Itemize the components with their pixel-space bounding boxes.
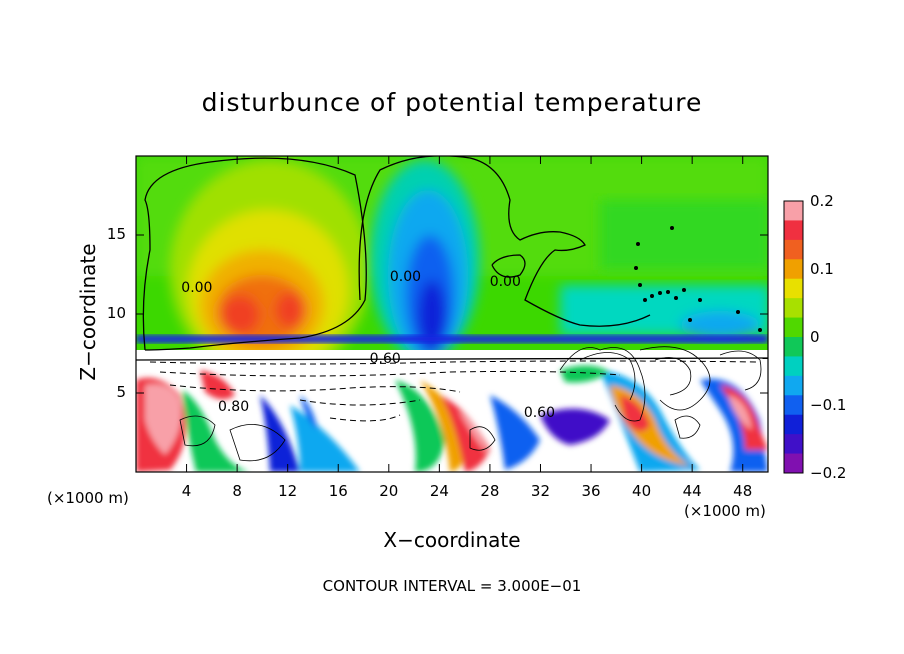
colorbar-tick-label: 0: [810, 328, 820, 346]
x-tick-label: 48: [733, 482, 753, 500]
y-tick-label: 10: [106, 304, 126, 322]
colorbar-tick-label: −0.2: [810, 464, 847, 482]
x-tick-label: 4: [181, 482, 192, 500]
contour-interval-note: CONTOUR INTERVAL = 3.000E−01: [322, 577, 582, 595]
x-axis-label: X−coordinate: [383, 528, 521, 552]
contour-label: 0.00: [389, 269, 422, 286]
colorbar-swatch: [784, 220, 803, 241]
contour-label: 0.80: [217, 398, 250, 415]
colorbar-swatch: [784, 278, 803, 299]
y-tick-marks: [136, 234, 768, 394]
y-tick-label: 5: [116, 383, 126, 401]
x-tick-label: 40: [632, 482, 652, 500]
colorbar-swatch: [784, 239, 803, 260]
y-tick-label: 15: [106, 225, 126, 243]
x-unit-right: (×1000 m): [684, 502, 766, 520]
contour-label: 0.00: [181, 280, 213, 297]
contour-label: 0.60: [369, 351, 401, 368]
colorbar-tick-label: 0.2: [810, 192, 834, 210]
colorbar-frame: [783, 200, 804, 474]
colorbar-tick-label: −0.1: [810, 396, 847, 414]
x-tick-label: 8: [232, 482, 242, 500]
x-tick-marks: [186, 156, 744, 472]
colorbar-swatch: [784, 375, 803, 396]
x-tick-label: 12: [278, 482, 298, 500]
contour-label: 0.00: [489, 273, 521, 290]
colorbar-swatch: [784, 434, 803, 455]
colorbar-swatch: [784, 201, 803, 221]
x-tick-label: 44: [682, 482, 702, 500]
colorbar-swatch: [784, 337, 803, 357]
heatmap-field: [136, 156, 768, 472]
x-tick-label: 36: [581, 482, 601, 500]
x-tick-label: 32: [530, 482, 551, 500]
contour-label: 0.60: [523, 405, 555, 422]
colorbar-swatch: [784, 356, 803, 377]
x-unit-left: (×1000 m): [47, 489, 129, 507]
colorbar-swatch: [784, 317, 803, 338]
colorbar-tick-label: 0.1: [810, 260, 834, 278]
x-tick-label: 24: [429, 482, 449, 500]
colorbar-swatch: [784, 414, 803, 435]
x-tick-label: 16: [328, 482, 348, 500]
x-tick-label: 20: [379, 482, 399, 500]
x-tick-label: 28: [480, 482, 500, 500]
colorbar-swatch: [784, 298, 803, 319]
colorbar-swatch: [784, 259, 803, 280]
colorbar: [784, 201, 803, 474]
colorbar-swatch: [784, 453, 803, 474]
chart-title: disturbunce of potential temperature: [201, 88, 703, 117]
colorbar-swatch: [784, 395, 803, 416]
